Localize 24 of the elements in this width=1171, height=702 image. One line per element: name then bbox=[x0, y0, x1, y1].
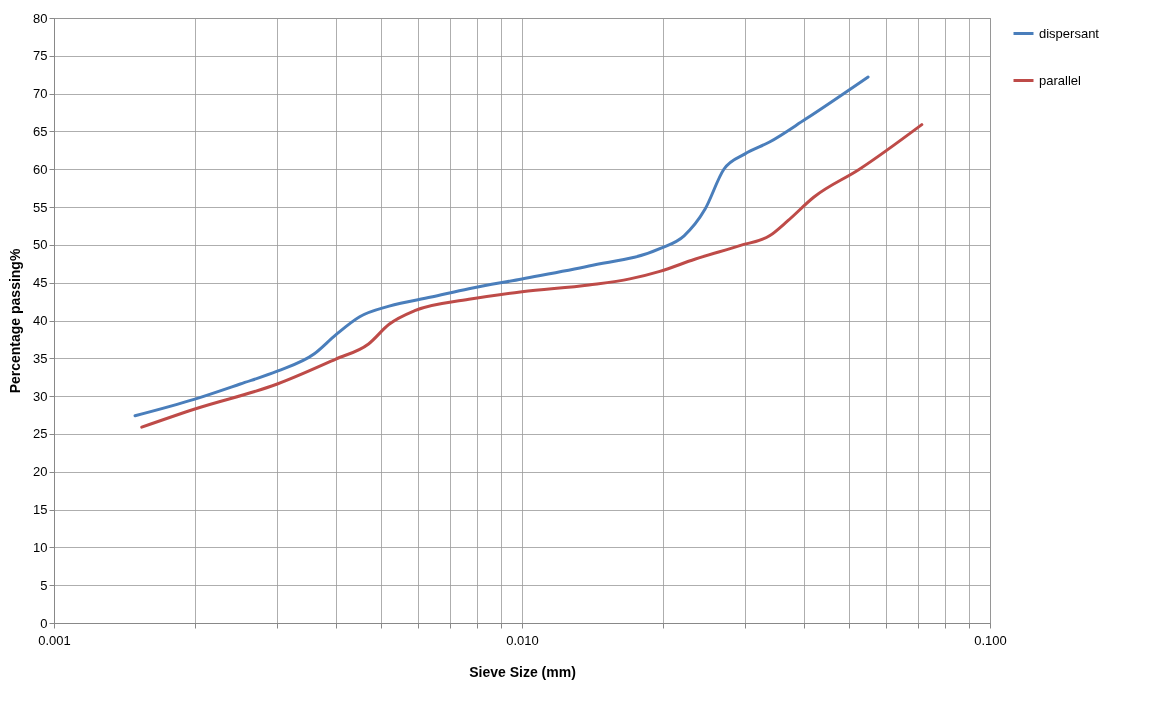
y-tick-label: 50 bbox=[33, 237, 48, 253]
y-tick-label: 80 bbox=[33, 10, 48, 26]
y-tick-label: 40 bbox=[33, 313, 48, 328]
y-tick-label: 0 bbox=[40, 615, 48, 631]
y-tick-label: 65 bbox=[33, 123, 48, 139]
y-tick-label: 60 bbox=[33, 161, 48, 177]
y-tick-label: 15 bbox=[33, 502, 48, 518]
y-tick-label: 55 bbox=[33, 199, 48, 215]
y-tick-label: 25 bbox=[33, 426, 48, 442]
y-tick-label: 5 bbox=[40, 577, 48, 593]
x-tick-label: 0.100 bbox=[974, 632, 1007, 648]
y-tick-label: 20 bbox=[33, 464, 48, 480]
x-tick-label: 0.001 bbox=[38, 632, 71, 648]
legend-label: parallel bbox=[1039, 72, 1082, 88]
y-tick-label: 35 bbox=[33, 350, 48, 366]
x-axis-title: Sieve Size (mm) bbox=[469, 663, 576, 680]
y-axis-title: Percentage passing% bbox=[7, 248, 24, 394]
y-tick-label: 45 bbox=[33, 275, 48, 291]
x-tick-label: 0.010 bbox=[506, 632, 539, 648]
y-tick-label: 70 bbox=[33, 86, 48, 102]
legend-label: dispersant bbox=[1039, 25, 1100, 41]
y-tick-label: 75 bbox=[33, 48, 48, 64]
y-tick-label: 10 bbox=[33, 539, 48, 555]
y-tick-label: 30 bbox=[33, 388, 48, 404]
